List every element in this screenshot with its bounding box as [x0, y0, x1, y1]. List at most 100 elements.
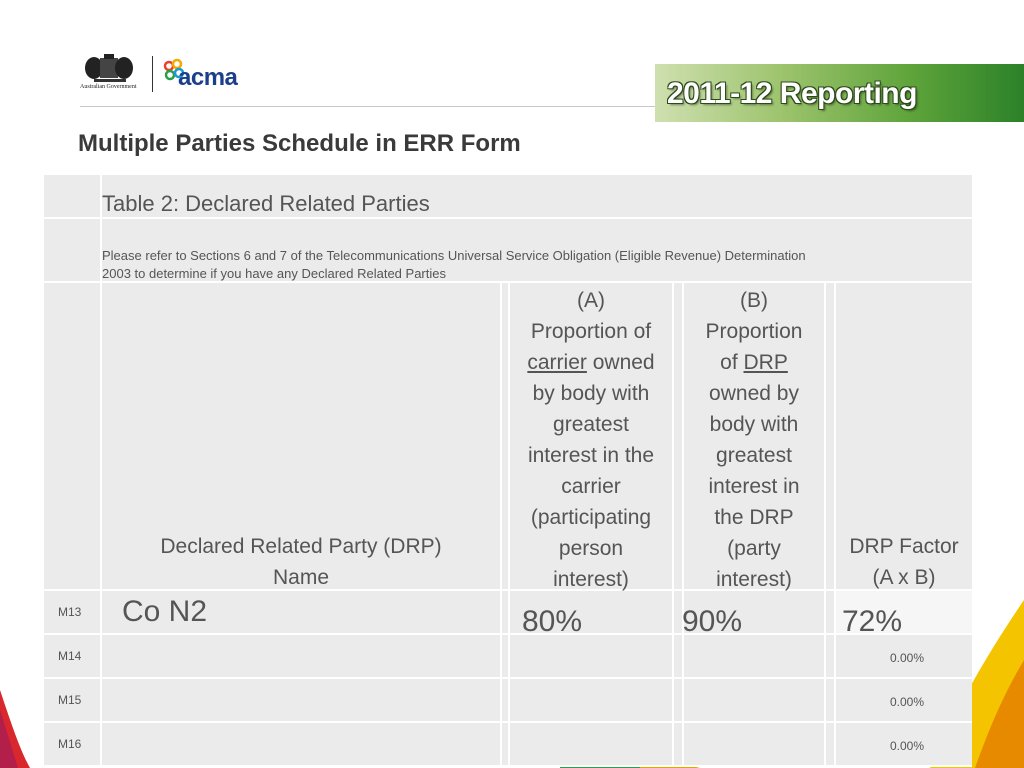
b-cell[interactable]: 90% [682, 591, 826, 638]
spacer-cell [502, 723, 510, 765]
b-cell[interactable] [684, 723, 826, 765]
acma-rings-icon [163, 58, 185, 81]
header-rule [80, 106, 660, 107]
row-label-cell [44, 175, 102, 217]
drp-factor: 72% [842, 605, 903, 638]
table-row: M13 Co N2 80% 90% 72% [44, 591, 972, 638]
row-label: M13 [58, 605, 82, 619]
spacer-cell [674, 679, 684, 721]
header-a-cell: (A) Proportion of carrier owned by body … [510, 283, 674, 591]
header-factor-cell: DRP Factor (A x B) [836, 283, 972, 589]
header-a-line: (A) [577, 289, 605, 312]
name-cell[interactable]: Co N2 [102, 591, 502, 633]
party-name: Co N2 [122, 595, 208, 628]
b-cell[interactable] [684, 635, 826, 677]
logo-divider [152, 56, 153, 92]
spacer-cell [674, 635, 684, 677]
row-label-cell: M13 [44, 591, 102, 633]
spacer-cell [502, 635, 510, 677]
drp-factor: 0.00% [889, 651, 924, 665]
row-label-cell: M16 [44, 723, 102, 765]
proportion-a: 80% [522, 605, 583, 638]
header-a-line: interest) [553, 568, 629, 591]
row-label-cell [44, 283, 102, 589]
table-note: Please refer to Sections 6 and 7 of the … [102, 247, 962, 283]
spacer-cell [826, 723, 836, 765]
name-cell[interactable] [102, 723, 502, 765]
header-a: (A) Proportion of carrier owned by body … [510, 285, 672, 595]
banner-text: 2011-12 Reporting [667, 77, 917, 110]
spacer-cell [826, 635, 836, 677]
header-name-line1: Declared Related Party (DRP) [160, 535, 442, 558]
table-caption-row: Table 2: Declared Related Parties [44, 175, 972, 219]
spacer-cell [826, 283, 836, 589]
header-name-line2: Name [272, 566, 330, 589]
table-row: M14 0.00% [44, 635, 972, 679]
header-a-line: person [558, 537, 624, 560]
header-b-line: body with [709, 413, 799, 436]
factor-cell[interactable]: 0.00% [836, 679, 972, 721]
name-cell[interactable] [102, 679, 502, 721]
row-label: M15 [58, 693, 82, 707]
row-label-cell: M14 [44, 635, 102, 677]
declared-related-parties-table: Table 2: Declared Related Parties Please… [44, 175, 972, 767]
a-cell[interactable]: 80% [510, 591, 674, 638]
header-a-line: carrier [561, 475, 621, 498]
name-cell[interactable] [102, 635, 502, 677]
header-factor: DRP Factor (A x B) [836, 531, 972, 593]
header-b-line: interest in [708, 475, 800, 498]
drp-underlined: DRP [743, 351, 788, 374]
table-header-row: Declared Related Party (DRP) Name (A) Pr… [44, 283, 972, 591]
spacer-cell [502, 591, 510, 633]
row-label-cell [44, 219, 102, 281]
a-cell[interactable] [510, 723, 674, 765]
spacer-cell [826, 591, 836, 633]
note-line-1: Please refer to Sections 6 and 7 of the … [102, 248, 806, 263]
factor-highlight [836, 591, 972, 633]
logo-area: Australian Government acma [80, 52, 280, 100]
header-b-line: greatest [716, 444, 792, 467]
row-label-cell: M15 [44, 679, 102, 721]
header-a-line: greatest [553, 413, 629, 436]
spacer-cell [674, 591, 684, 633]
header-factor-line1: DRP Factor [849, 535, 959, 558]
factor-cell[interactable]: 0.00% [836, 723, 972, 765]
acma-logo: acma [162, 58, 272, 92]
header-b-line: (B) [740, 289, 768, 312]
note-line-2: 2003 to determine if you have any Declar… [102, 266, 446, 281]
header-b-text: of [720, 351, 744, 374]
a-cell[interactable] [510, 679, 674, 721]
header-b-line: (party [727, 537, 781, 560]
carrier-underlined: carrier [527, 351, 587, 374]
row-label: M16 [58, 737, 82, 751]
spacer-cell [826, 679, 836, 721]
factor-cell[interactable]: 0.00% [836, 635, 972, 677]
header-b-line: the DRP [714, 506, 794, 529]
a-cell[interactable] [510, 635, 674, 677]
header-b: (B) Proportion of DRP owned by body with… [684, 285, 824, 595]
table-caption: Table 2: Declared Related Parties [102, 191, 430, 216]
spacer-cell [674, 283, 684, 589]
acma-logo-text: acma [178, 64, 238, 91]
header-a-text: owned [586, 351, 655, 374]
spacer-cell [674, 723, 684, 765]
table-note-row: Please refer to Sections 6 and 7 of the … [44, 219, 972, 283]
table-row: M15 0.00% [44, 679, 972, 723]
header-b-line: owned by [709, 382, 799, 405]
header-a-line: (participating [530, 506, 652, 529]
drp-factor: 0.00% [889, 695, 924, 709]
header-b-cell: (B) Proportion of DRP owned by body with… [684, 283, 826, 591]
spacer-cell [502, 679, 510, 721]
header-b-line: of DRP [684, 347, 824, 378]
proportion-b: 90% [682, 605, 743, 638]
spacer-cell [502, 283, 510, 589]
factor-cell[interactable]: 72% [836, 591, 972, 638]
row-label: M14 [58, 649, 82, 663]
header-name: Declared Related Party (DRP) Name [102, 531, 500, 593]
header-b-line: interest) [716, 568, 792, 591]
header-a-line: by body with [532, 382, 650, 405]
b-cell[interactable] [684, 679, 826, 721]
header-a-line: carrier owned [510, 347, 672, 378]
header-factor-line2: (A x B) [872, 566, 936, 589]
header-b-line: Proportion [705, 320, 803, 343]
